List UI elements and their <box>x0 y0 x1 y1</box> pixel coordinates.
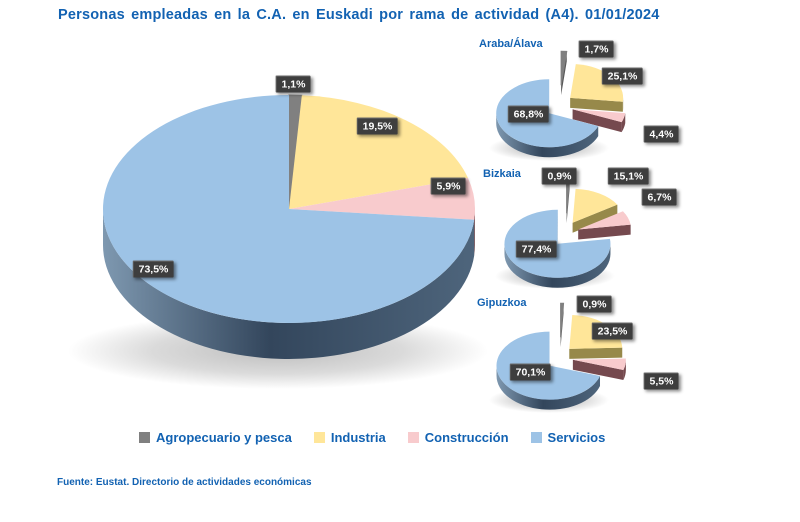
legend-label: Agropecuario y pesca <box>156 430 292 445</box>
pie-slice-agropecuario <box>288 94 303 210</box>
pie-slice-side-construccion <box>572 359 624 381</box>
legend-item-construccion: Construcción <box>407 430 509 445</box>
value-label-agropecuario: 1,7% <box>578 40 614 58</box>
pie-slice-side-construccion <box>578 224 631 240</box>
pie-slice-construccion <box>572 109 626 123</box>
pie-slice-rim-construccion <box>623 359 626 381</box>
pie-euskadi <box>67 94 489 389</box>
legend-item-industria: Industria <box>313 430 386 445</box>
source-note: Fuente: Eustat. Directorio de actividade… <box>57 477 312 488</box>
value-label-industria: 23,5% <box>591 322 633 340</box>
legend-item-agropecuario: Agropecuario y pesca <box>139 430 292 445</box>
pie-slice-servicios <box>504 209 611 278</box>
pie-slice-industria <box>289 95 468 209</box>
pie-slice-rim-construccion <box>474 209 475 256</box>
value-label-agropecuario: 0,9% <box>576 295 612 313</box>
legend-label: Construcción <box>424 430 509 445</box>
pie-slice-rim-construccion <box>621 113 626 133</box>
pie-araba-lava <box>489 50 626 161</box>
pie-slice-side-industria <box>570 97 623 112</box>
legend-swatch-industria-icon <box>313 432 325 443</box>
value-label-industria: 19,5% <box>356 117 398 135</box>
pie-slice-industria <box>570 64 624 102</box>
pie-slice-construccion <box>572 358 626 371</box>
pie-slice-side-construccion <box>572 109 622 133</box>
page-title: Personas empleadas en la C.A. en Euskadi… <box>58 7 660 23</box>
pie-slice-construccion <box>578 211 631 230</box>
region-title-araba: Araba/Álava <box>479 38 543 50</box>
pie-slice-construccion <box>289 177 475 220</box>
pie-bizkaia <box>495 178 631 289</box>
pie-gipuzkoa <box>489 302 626 413</box>
value-label-construccion: 5,5% <box>643 372 679 390</box>
pie-slice-rim-servicios <box>496 113 599 158</box>
pie-slice-rim-servicios <box>504 243 611 288</box>
pie-slice-agropecuario <box>560 50 568 86</box>
legend-swatch-agropecuario-icon <box>139 432 150 443</box>
value-label-agropecuario: 0,9% <box>541 167 577 185</box>
pie-slice-industria <box>572 188 618 223</box>
legend-swatch-construccion-icon <box>407 432 419 443</box>
legend-label: Servicios <box>547 430 606 445</box>
pie-slice-rim-servicios <box>103 209 475 359</box>
legend-item-servicios: Servicios <box>530 430 606 445</box>
pie-slice-servicios <box>102 95 475 323</box>
region-title-bizkaia: Bizkaia <box>483 168 521 180</box>
value-label-construccion: 6,7% <box>641 188 677 206</box>
legend-swatch-servicios-icon <box>530 432 542 443</box>
value-label-construccion: 4,4% <box>643 125 679 143</box>
value-label-industria: 15,1% <box>607 167 649 185</box>
value-label-servicios: 70,1% <box>509 363 551 381</box>
pie-slice-rim-servicios <box>496 365 601 410</box>
pie-slice-side-industria <box>572 204 618 233</box>
value-label-servicios: 73,5% <box>132 260 174 278</box>
pie-slice-agropecuario <box>560 302 565 338</box>
value-label-servicios: 68,8% <box>507 105 549 123</box>
value-label-industria: 25,1% <box>601 67 643 85</box>
legend: Agropecuario y pesca Industria Construcc… <box>139 430 605 445</box>
legend-label: Industria <box>330 430 386 445</box>
value-label-servicios: 77,4% <box>515 240 557 258</box>
region-title-gipuzkoa: Gipuzkoa <box>477 297 527 309</box>
pie-slice-side-industria <box>569 347 623 359</box>
value-label-construccion: 5,9% <box>430 177 466 195</box>
value-label-agropecuario: 1,1% <box>275 75 311 93</box>
